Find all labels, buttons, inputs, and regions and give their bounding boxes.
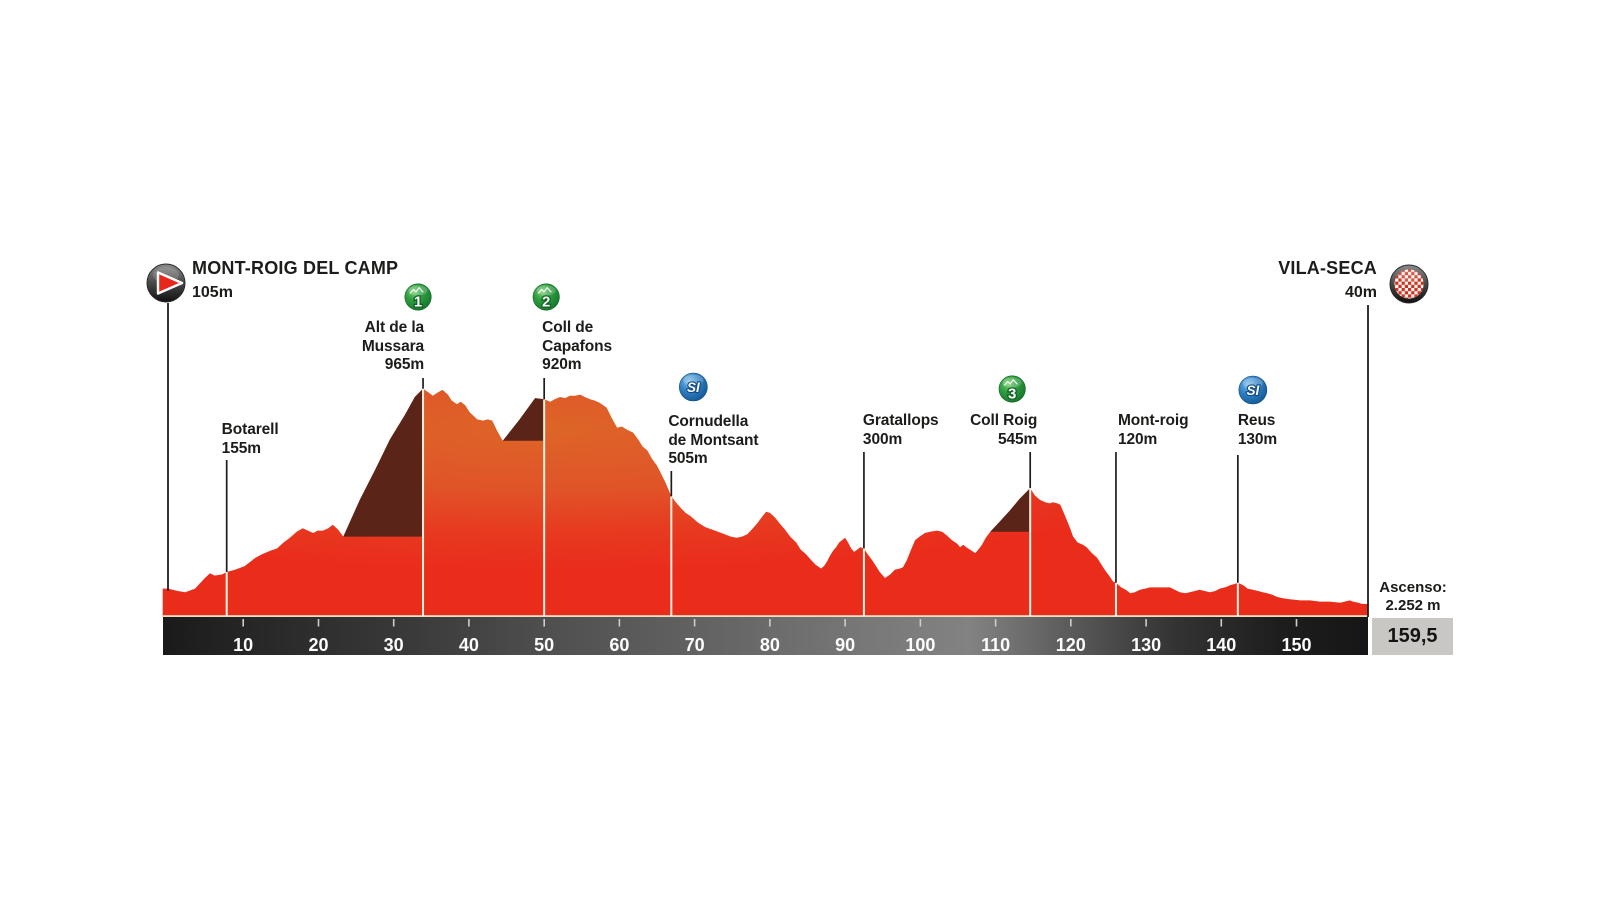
steep-climb-shade	[343, 388, 423, 537]
category-climb-icon: 1	[404, 283, 432, 312]
axis-tick-label: 110	[981, 635, 1010, 655]
waypoint-label-7: Mont-roig 120m	[1118, 412, 1189, 449]
waypoint-label-2: Alt de la Mussara 965m	[362, 319, 424, 375]
finish-town-name: VILA-SECA	[1278, 258, 1377, 278]
axis-tick-label: 90	[835, 635, 855, 655]
waypoint-label-line: 920m	[542, 356, 582, 373]
waypoint-label-line: Mont-roig	[1117, 412, 1189, 429]
waypoint-label-4: Cornudella de Montsant 505m	[668, 413, 758, 469]
svg-text:3: 3	[1008, 386, 1016, 403]
waypoint-label-line: 120m	[1117, 430, 1158, 448]
waypoint-label-line: Gratallops	[862, 412, 939, 429]
finish-elevation: 40m	[1344, 284, 1377, 301]
waypoint-label-line: 130m	[1237, 430, 1278, 448]
waypoint-label-line: Botarell	[221, 421, 279, 438]
axis-tick-label: 30	[384, 635, 404, 655]
waypoint-label-line: Alt de la	[364, 319, 425, 336]
ascent-value: 2.252 m	[1385, 597, 1441, 614]
sprint-icon: SI	[1238, 375, 1268, 405]
axis-top-border	[163, 615, 1368, 617]
axis-tick-label: 20	[308, 635, 328, 655]
steep-climb-shade	[502, 398, 545, 441]
waypoint-label-5: Gratallops 300m	[863, 412, 939, 449]
ascent-annotation: Ascenso: 2.252 m	[1370, 579, 1456, 615]
waypoint-label-1: Botarell 155m	[222, 421, 279, 458]
waypoint-label-line: Cornudella	[668, 413, 749, 430]
waypoint-label-line: 545m	[997, 430, 1038, 448]
waypoint-label-line: Capafons	[542, 337, 612, 355]
waypoint-label-6: Coll Roig 545m	[970, 412, 1037, 449]
waypoint-label-line: de Montsant	[668, 431, 759, 449]
waypoint-label-line: 965m	[384, 356, 425, 373]
axis-tick-label: 130	[1131, 635, 1161, 655]
svg-text:SI: SI	[1246, 383, 1259, 398]
start-town-name: MONT-ROIG DEL CAMP	[192, 258, 399, 278]
axis-tick-label: 120	[1056, 635, 1086, 655]
axis-tick-label: 40	[459, 635, 479, 655]
distance-axis-bar	[163, 617, 1368, 655]
start-icon	[146, 263, 186, 303]
ascent-label: Ascenso:	[1379, 579, 1447, 596]
axis-tick-label: 100	[905, 635, 935, 655]
elevation-profile-area	[162, 388, 1369, 617]
sprint-icon: SI	[679, 372, 708, 402]
axis-tick-label: 10	[233, 635, 253, 655]
axis-tick-label: 150	[1281, 635, 1311, 655]
finish-icon	[1389, 264, 1429, 304]
svg-text:2: 2	[542, 294, 550, 311]
waypoint-label-line: Coll de	[542, 319, 594, 336]
axis-tick-label: 80	[760, 635, 780, 655]
waypoint-label-3: Coll de Capafons 920m	[542, 319, 612, 375]
svg-text:SI: SI	[687, 380, 700, 395]
waypoint-label-line: 300m	[862, 430, 903, 448]
start-elevation: 105m	[192, 284, 233, 301]
axis-tick-label: 70	[685, 635, 705, 655]
steep-climb-shade	[990, 488, 1031, 532]
waypoint-label-line: 505m	[668, 450, 708, 467]
waypoint-label-8: Reus 130m	[1238, 412, 1277, 449]
axis-tick-label: 50	[534, 635, 554, 655]
axis-tick-label: 140	[1206, 635, 1236, 655]
axis-tick-label: 60	[609, 635, 629, 655]
waypoint-label-line: Reus	[1237, 412, 1276, 429]
category-climb-icon: 3	[998, 375, 1026, 404]
waypoint-label-line: 155m	[221, 439, 261, 457]
total-distance-box: 159,5	[1372, 618, 1453, 655]
waypoint-label-line: Coll Roig	[970, 412, 1038, 429]
svg-text:1: 1	[414, 294, 422, 311]
category-climb-icon: 2	[532, 283, 560, 312]
waypoint-label-line: Mussara	[361, 337, 425, 355]
